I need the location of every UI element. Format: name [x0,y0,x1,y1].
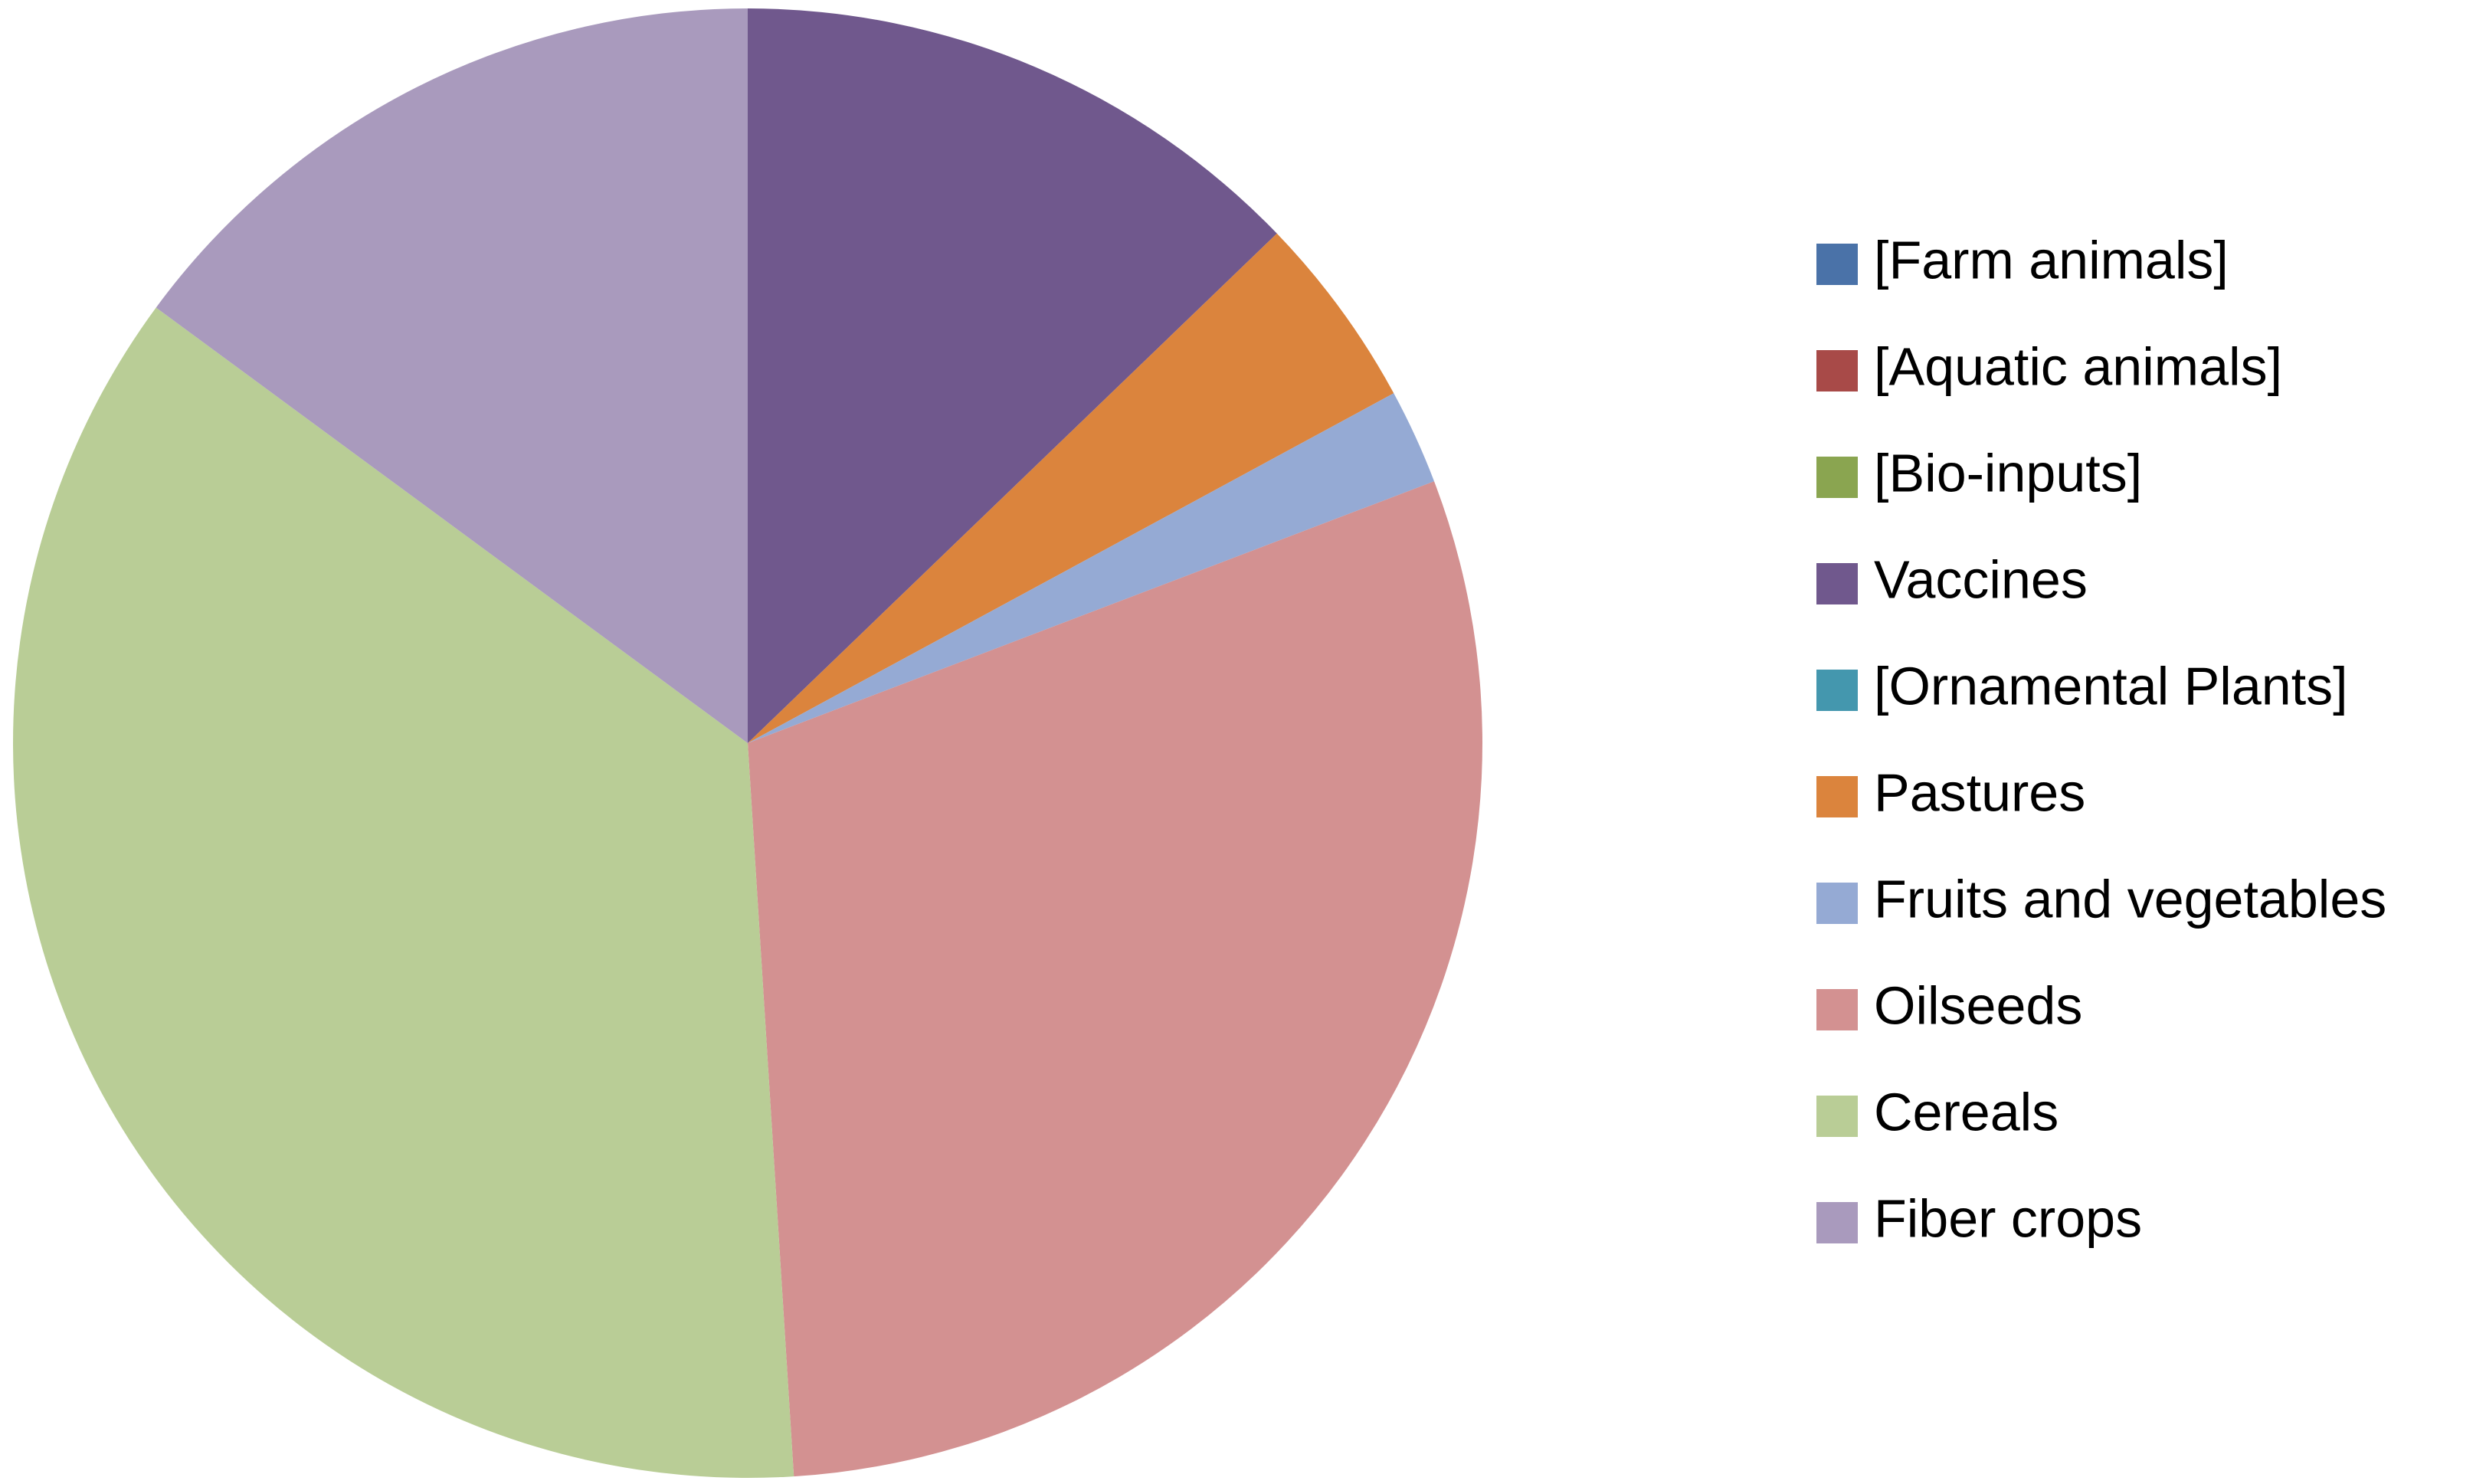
legend-swatch [1816,457,1858,498]
pie-slice [748,393,1435,743]
legend-swatch [1816,244,1858,285]
legend-label: Oilseeds [1874,975,2082,1035]
legend-label: Cereals [1874,1082,2059,1142]
pie-slice [12,307,794,1478]
legend-swatch [1816,350,1858,391]
legend-swatch [1816,1096,1858,1137]
legend-swatch [1816,776,1858,817]
legend-swatch [1816,883,1858,924]
legend-swatch [1816,670,1858,711]
legend-swatch [1816,989,1858,1030]
pie-slice [748,233,1277,743]
legend-label: [Bio-inputs] [1874,443,2142,503]
legend-label: Fiber crops [1874,1188,2142,1248]
legend-label: [Aquatic animals] [1874,336,2282,396]
legend-label: Fruits and vegetables [1874,869,2386,929]
pie-slice [748,481,1482,1477]
legend-label: [Ornamental Plants] [1874,656,2348,716]
legend-label: Pastures [1874,762,2085,822]
legend-swatch [1816,1202,1858,1243]
pie-slice [748,8,1277,743]
pie-slice [748,233,1394,743]
legend-label: [Farm animals] [1874,230,2229,290]
legend-label: Vaccines [1874,549,2088,609]
legend-swatch [1816,563,1858,604]
pie-slice [156,8,748,743]
